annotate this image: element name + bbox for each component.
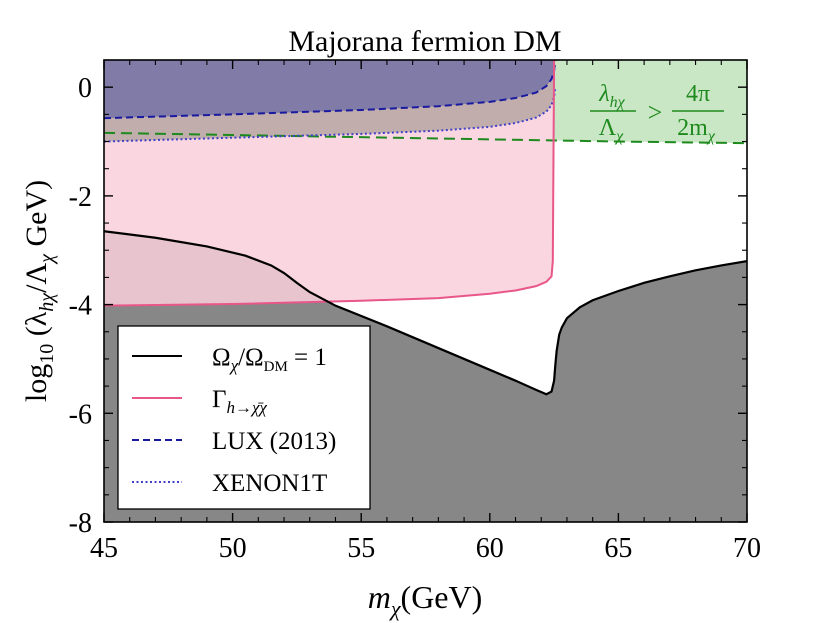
x-tick-label: 65 bbox=[604, 533, 632, 564]
legend: Ωχ/ΩDM = 1 Γh→χ̄χ​ LUX (2013) XENON1T bbox=[117, 325, 371, 510]
x-tick-label: 45 bbox=[90, 533, 118, 564]
legend-label: LUX (2013) bbox=[212, 428, 336, 455]
lux-excluded-region bbox=[104, 60, 556, 119]
y-tick-label: -8 bbox=[69, 508, 92, 539]
chart-title: Majorana fermion DM bbox=[288, 25, 561, 58]
annotation-lhs-denominator: Λχ bbox=[599, 115, 624, 145]
annotation-operator: > bbox=[648, 98, 663, 127]
legend-label: Ωχ/ΩDM = 1 bbox=[212, 344, 327, 375]
plot-frame bbox=[103, 59, 748, 523]
legend-label: XENON1T bbox=[212, 470, 327, 497]
lux-2013-line bbox=[104, 60, 557, 120]
legend-label: Γh→χ̄χ​ bbox=[212, 386, 267, 417]
y-tick-label: 0 bbox=[78, 73, 92, 104]
x-tick-label: 55 bbox=[347, 533, 375, 564]
annotation-rhs-denominator: 2mχ bbox=[677, 115, 716, 145]
perturbativity-annotation: λhχ Λχ > 4π 2mχ bbox=[590, 81, 724, 145]
annotation-lhs-numerator: λhχ bbox=[598, 81, 625, 111]
xenon1t-line bbox=[104, 87, 557, 143]
y-axis-label: log10 (λhχ/Λχ GeV) bbox=[20, 180, 58, 402]
annotation-rhs-numerator: 4π bbox=[686, 81, 710, 107]
perturbativity-line bbox=[104, 131, 747, 145]
invisible-width-line bbox=[104, 60, 556, 307]
perturbativity-region bbox=[554, 60, 747, 144]
x-tick-label: 50 bbox=[219, 533, 247, 564]
y-tick-label: -6 bbox=[69, 399, 92, 430]
x-axis-label: mχ(GeV) bbox=[368, 579, 483, 621]
x-tick-label: 70 bbox=[733, 533, 761, 564]
y-tick-label: -4 bbox=[69, 291, 92, 322]
relic-abundance-line bbox=[104, 230, 747, 396]
x-tick-label: 60 bbox=[476, 533, 504, 564]
y-tick-label: -2 bbox=[69, 182, 92, 213]
